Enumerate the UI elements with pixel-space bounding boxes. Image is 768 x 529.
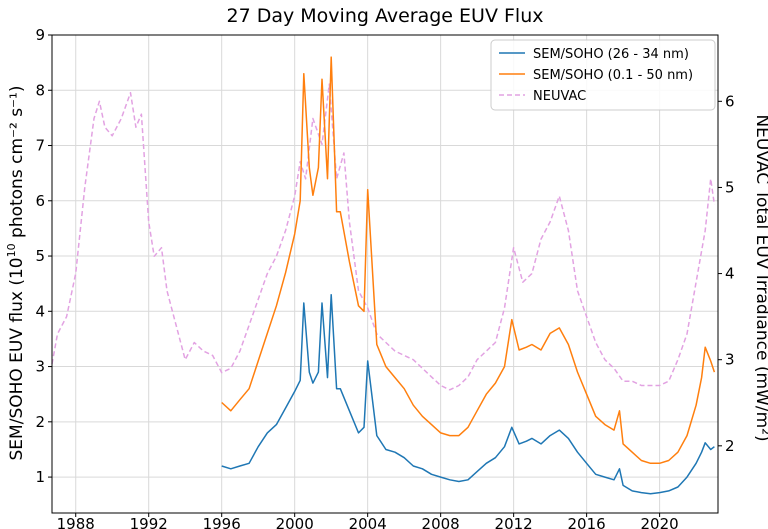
chart-title: 27 Day Moving Average EUV Flux	[227, 5, 544, 27]
y-right-tick-label: 5	[725, 178, 735, 196]
x-tick-label: 2008	[422, 515, 460, 529]
x-tick-label: 2016	[568, 515, 606, 529]
x-tick-label: 2004	[349, 515, 387, 529]
y-left-tick-label: 4	[35, 302, 45, 320]
legend-label-sem-0.1-50: SEM/SOHO (0.1 - 50 nm)	[533, 68, 693, 83]
y-left-tick-label: 7	[35, 137, 45, 155]
y-right-tick-label: 3	[725, 351, 735, 369]
x-tick-label: 1996	[203, 515, 241, 529]
y-left-tick-label: 8	[35, 81, 45, 99]
y-right-tick-label: 6	[725, 92, 735, 110]
y-right-axis-title: NEUVAC Total EUV Irradiance (mW/m²)	[752, 114, 768, 441]
y-left-tick-label: 2	[35, 413, 45, 431]
y-left-tick-label: 1	[35, 468, 45, 486]
y-left-tick-label: 5	[35, 247, 45, 265]
y-left-tick-label: 9	[35, 26, 45, 44]
series-line-2	[51, 83, 716, 391]
legend: SEM/SOHO (26 - 34 nm) SEM/SOHO (0.1 - 50…	[490, 39, 716, 111]
x-tick-label: 2012	[495, 515, 533, 529]
legend-label-neuvac: NEUVAC	[533, 89, 586, 104]
y-right-tick-label: 2	[725, 437, 735, 455]
legend-label-sem-26-34: SEM/SOHO (26 - 34 nm)	[533, 47, 689, 62]
y-left-axis-ticks: 1 2 3 4 5 6 7 8 9	[35, 26, 52, 486]
x-tick-label: 1988	[57, 515, 95, 529]
x-tick-label: 2020	[641, 515, 679, 529]
legend-box	[490, 39, 716, 111]
y-left-tick-label: 3	[35, 358, 45, 376]
y-left-axis-title: SEM/SOHO EUV flux (1010 photons cm⁻² s⁻¹…	[5, 86, 27, 461]
x-tick-label: 2000	[276, 515, 314, 529]
y-right-tick-label: 4	[725, 265, 735, 283]
series-line-0	[221, 293, 715, 495]
y-left-tick-label: 6	[35, 192, 45, 210]
x-axis-ticks: 1988 1992 1996 2000 2004 2008 2012 2016 2020	[57, 513, 679, 529]
y-right-axis-ticks: 2 3 4 5 6	[718, 92, 735, 455]
series-line-1	[221, 56, 716, 465]
series-layer	[51, 56, 716, 495]
x-tick-label: 1992	[130, 515, 168, 529]
